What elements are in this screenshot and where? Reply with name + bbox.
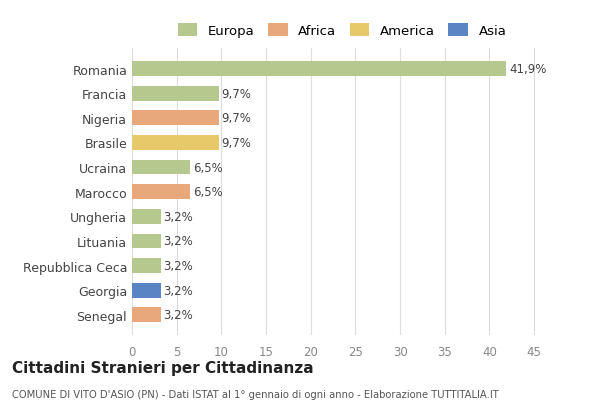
Text: 3,2%: 3,2%: [163, 284, 193, 297]
Bar: [132, 209, 161, 224]
Text: 3,2%: 3,2%: [163, 308, 193, 321]
Bar: [132, 283, 161, 298]
Text: COMUNE DI VITO D'ASIO (PN) - Dati ISTAT al 1° gennaio di ogni anno - Elaborazion: COMUNE DI VITO D'ASIO (PN) - Dati ISTAT …: [12, 389, 499, 399]
Text: Cittadini Stranieri per Cittadinanza: Cittadini Stranieri per Cittadinanza: [12, 360, 314, 375]
Bar: [132, 136, 218, 151]
Bar: [132, 258, 161, 273]
Text: 9,7%: 9,7%: [221, 112, 251, 125]
Text: 6,5%: 6,5%: [193, 161, 223, 174]
Bar: [132, 160, 190, 175]
Bar: [132, 185, 190, 200]
Bar: [132, 308, 161, 322]
Bar: [132, 87, 218, 101]
Text: 9,7%: 9,7%: [221, 88, 251, 101]
Text: 3,2%: 3,2%: [163, 235, 193, 248]
Bar: [132, 62, 506, 77]
Bar: [132, 234, 161, 249]
Legend: Europa, Africa, America, Asia: Europa, Africa, America, Asia: [172, 18, 512, 43]
Text: 41,9%: 41,9%: [509, 63, 547, 76]
Text: 3,2%: 3,2%: [163, 259, 193, 272]
Bar: [132, 111, 218, 126]
Text: 6,5%: 6,5%: [193, 186, 223, 199]
Text: 3,2%: 3,2%: [163, 210, 193, 223]
Text: 9,7%: 9,7%: [221, 137, 251, 150]
